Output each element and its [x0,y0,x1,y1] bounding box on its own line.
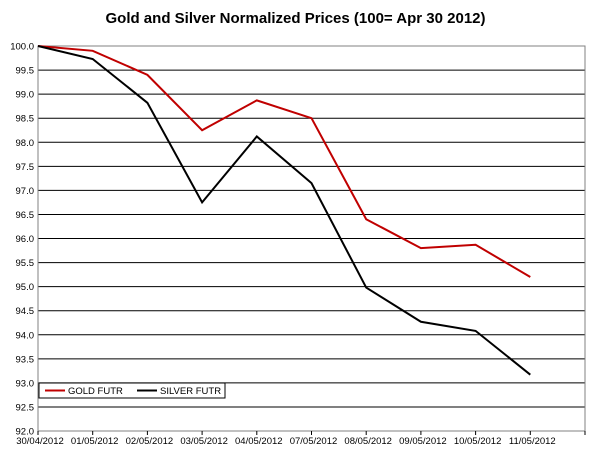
x-tick-label: 10/05/2012 [454,436,502,447]
y-tick-label: 96.5 [16,210,35,221]
x-tick-label: 30/04/2012 [16,436,64,447]
x-tick-label: 07/05/2012 [290,436,338,447]
chart-title: Gold and Silver Normalized Prices (100= … [105,10,486,27]
y-tick-label: 97.5 [16,162,35,173]
y-tick-label: 99.5 [16,66,35,77]
y-tick-label: 98.5 [16,114,35,125]
gold-series-line [37,45,531,278]
legend-label-gold: GOLD FUTR [68,386,123,397]
x-tick-label: 04/05/2012 [235,436,283,447]
y-tick-label: 99.0 [16,90,35,101]
x-tick-label: 01/05/2012 [71,436,119,447]
y-tick-label: 94.5 [16,306,35,317]
x-tick-label: 09/05/2012 [399,436,447,447]
x-tick-label: 02/05/2012 [126,436,174,447]
y-tick-label: 97.0 [16,186,35,197]
y-tick-label: 94.0 [16,330,35,341]
y-tick-label: 93.5 [16,354,35,365]
x-tick-label: 11/05/2012 [509,436,556,447]
y-tick-label: 98.0 [16,138,35,149]
y-tick-label: 100.0 [10,42,34,53]
y-tick-label: 92.5 [16,402,35,413]
y-tick-label: 95.5 [16,258,35,269]
y-tick-label: 95.0 [16,282,35,293]
y-tick-label: 92.0 [16,427,35,438]
legend-label-silver: SILVER FUTR [160,386,221,397]
silver-series-line [37,45,531,376]
y-tick-label: 96.0 [16,234,35,245]
x-tick-label: 03/05/2012 [180,436,228,447]
legend [38,382,226,399]
y-tick-label: 93.0 [16,378,35,389]
x-tick-label: 08/05/2012 [344,436,392,447]
